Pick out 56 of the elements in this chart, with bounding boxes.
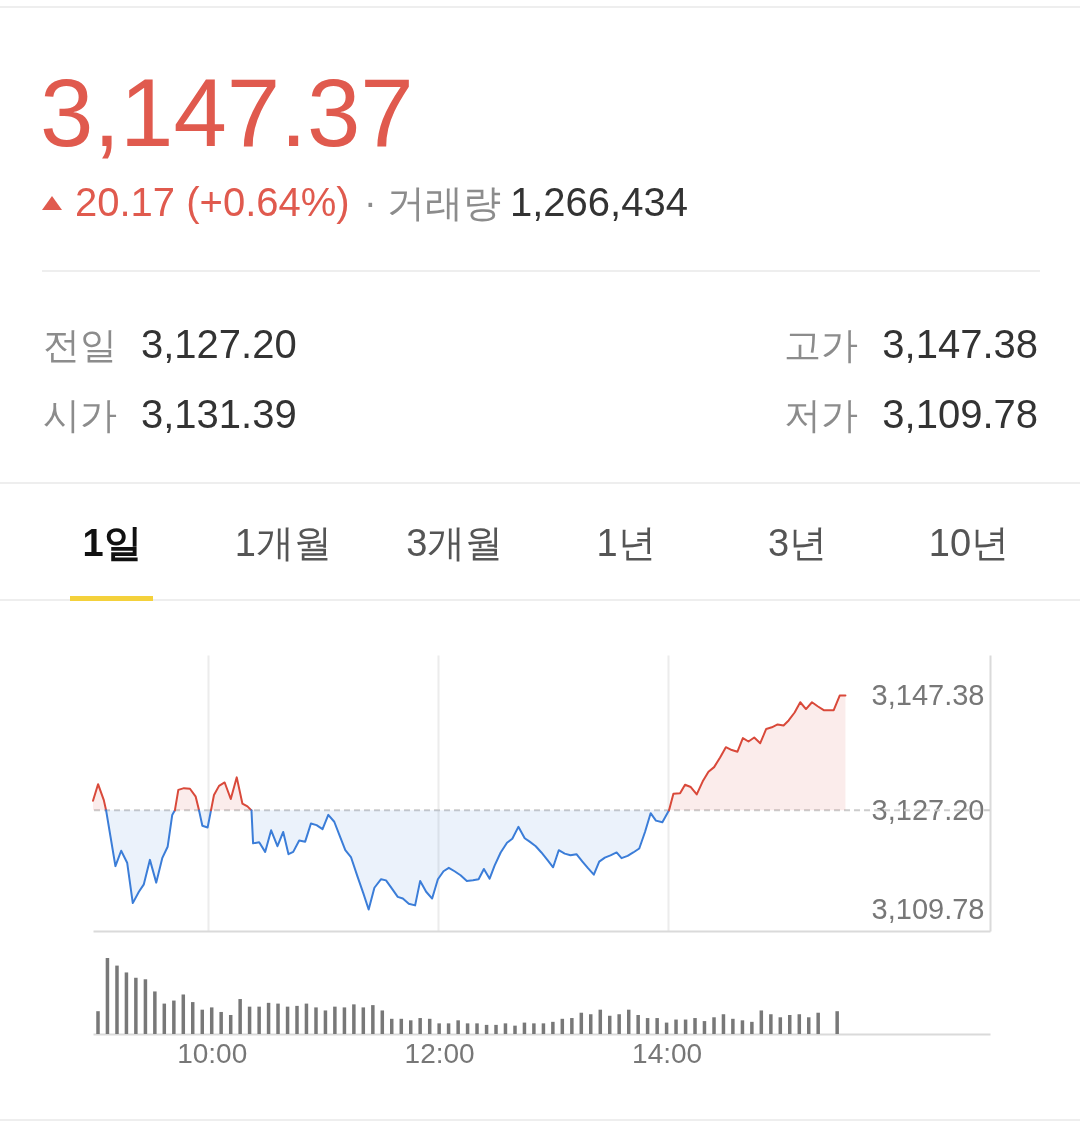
y-tick-label: 3,109.78 <box>871 892 985 925</box>
text: 20.17 (+0.64%) <box>75 180 350 224</box>
x-tick-label: 14:00 <box>632 1037 703 1069</box>
text: 1일 <box>82 522 142 564</box>
bar <box>257 1006 261 1034</box>
bar <box>655 1018 659 1034</box>
bar <box>115 965 119 1034</box>
bar <box>750 1021 754 1034</box>
bar <box>674 1019 678 1034</box>
bar <box>172 1000 176 1034</box>
text: 고가 <box>784 325 859 366</box>
text: 3개월 <box>406 522 504 564</box>
bar <box>816 1012 820 1034</box>
text: · 거래량 <box>364 182 502 224</box>
bar <box>494 1024 498 1034</box>
bar <box>551 1021 555 1034</box>
x-tick-label: 10:00 <box>177 1037 248 1069</box>
y-tick-label: 3,127.20 <box>871 793 985 826</box>
bar <box>314 1007 318 1034</box>
bar <box>570 1018 574 1034</box>
bar <box>352 1004 356 1034</box>
bar <box>276 1003 280 1034</box>
bar <box>731 1018 735 1034</box>
bar <box>513 1025 517 1034</box>
bar <box>835 1011 839 1034</box>
bar <box>153 991 157 1034</box>
text: 1,266,434 <box>510 180 688 224</box>
bar <box>712 1017 716 1034</box>
text: 3,127.20 <box>141 322 297 366</box>
bar <box>532 1023 536 1034</box>
bar <box>693 1018 697 1034</box>
y-tick-label: 3,147.38 <box>871 679 985 712</box>
text: 3년 <box>768 522 828 564</box>
text: 전일 <box>43 325 117 366</box>
text: 10년 <box>928 522 1010 564</box>
bar <box>295 1005 299 1034</box>
bar <box>219 1011 223 1034</box>
text: 저가 <box>784 395 859 436</box>
bar <box>371 1005 375 1034</box>
bar <box>96 1011 100 1034</box>
text: 시가 <box>43 395 117 436</box>
bar <box>238 999 242 1034</box>
bar <box>475 1023 479 1034</box>
bar <box>617 1014 621 1034</box>
bar <box>437 1023 441 1034</box>
text: 3,147.37 <box>40 59 414 166</box>
text: 3,131.39 <box>141 392 297 436</box>
bar <box>456 1020 460 1034</box>
bar <box>769 1014 773 1034</box>
bar <box>333 1006 337 1034</box>
bar <box>418 1018 422 1034</box>
text: 1년 <box>596 522 656 564</box>
bar <box>134 977 138 1034</box>
x-tick-label: 12:00 <box>404 1037 475 1069</box>
bar <box>636 1015 640 1034</box>
text: 1개월 <box>234 522 332 564</box>
